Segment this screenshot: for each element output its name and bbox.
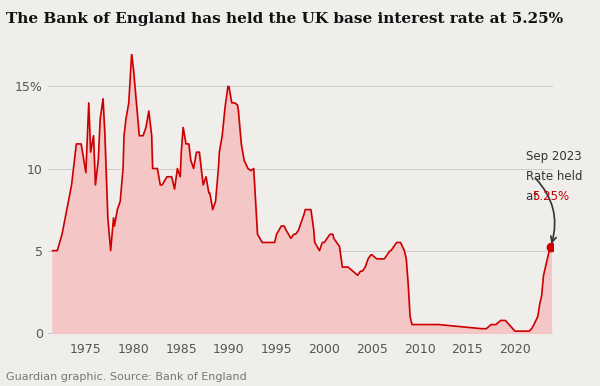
Text: Sep 2023: Sep 2023 bbox=[526, 150, 582, 163]
Text: at: at bbox=[526, 190, 542, 203]
Text: 5.25%: 5.25% bbox=[533, 190, 569, 203]
Text: Rate held: Rate held bbox=[526, 170, 583, 183]
Text: The Bank of England has held the UK base interest rate at 5.25%: The Bank of England has held the UK base… bbox=[6, 12, 563, 25]
Text: Guardian graphic. Source: Bank of England: Guardian graphic. Source: Bank of Englan… bbox=[6, 372, 247, 382]
